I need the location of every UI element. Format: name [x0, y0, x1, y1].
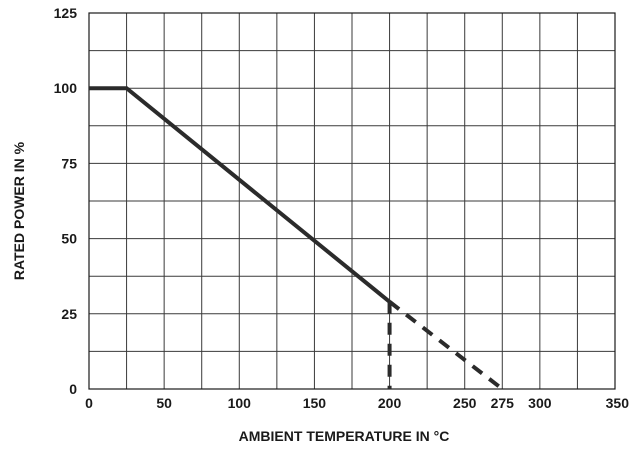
y-axis-title: RATED POWER IN % — [11, 141, 27, 280]
y-tick-labels: 0 25 50 75 100 125 — [54, 5, 78, 397]
x-tick-label: 100 — [228, 395, 252, 411]
y-tick-label: 125 — [54, 5, 78, 21]
x-tick-labels: 0 50 100 150 200 250 275 300 350 — [85, 395, 629, 411]
x-tick-label: 150 — [303, 395, 327, 411]
x-tick-label: 300 — [528, 395, 552, 411]
solid-derating-line — [89, 86, 391, 304]
x-axis-title: AMBIENT TEMPERATURE IN °C — [239, 428, 450, 444]
y-tick-label: 0 — [69, 381, 77, 397]
plot-frame — [88, 12, 616, 390]
y-tick-label: 100 — [54, 80, 78, 96]
y-tick-label: 75 — [61, 155, 77, 171]
dashed-derating-line — [388, 300, 504, 391]
x-tick-label: 50 — [156, 395, 172, 411]
series-group — [89, 86, 504, 391]
grid — [88, 12, 616, 390]
x-tick-label: 0 — [85, 395, 93, 411]
x-tick-label: 250 — [453, 395, 477, 411]
x-tick-label: 275 — [491, 395, 515, 411]
y-tick-label: 25 — [61, 306, 77, 322]
y-tick-label: 50 — [61, 231, 77, 247]
x-tick-label: 200 — [378, 395, 402, 411]
x-tick-label: 350 — [606, 395, 630, 411]
